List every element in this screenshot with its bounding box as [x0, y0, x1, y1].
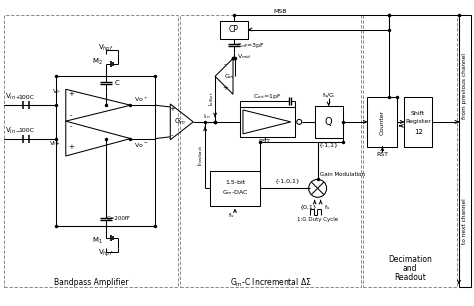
- Text: {0,1}: {0,1}: [299, 205, 317, 210]
- Text: Readout: Readout: [394, 273, 426, 282]
- Bar: [364, 15, 457, 287]
- Text: Gain Modulation: Gain Modulation: [319, 172, 365, 177]
- Text: +: +: [169, 106, 175, 112]
- Text: Register: Register: [405, 119, 431, 125]
- Text: f$_s$: f$_s$: [324, 203, 331, 212]
- Text: MSB: MSB: [273, 9, 287, 14]
- Text: G$_m$-DAC: G$_m$-DAC: [222, 188, 248, 197]
- Text: V$_{hpf}$: V$_{hpf}$: [98, 43, 113, 54]
- Text: Vi-: Vi-: [53, 89, 61, 94]
- Text: I$_{feedback}$: I$_{feedback}$: [196, 144, 205, 166]
- Text: V$_{mid}$: V$_{mid}$: [237, 52, 251, 61]
- Text: 100C: 100C: [18, 95, 34, 100]
- Text: Vi+: Vi+: [50, 140, 61, 146]
- Text: Shift: Shift: [411, 111, 425, 116]
- Text: +: +: [68, 144, 73, 150]
- Text: Q: Q: [325, 117, 332, 127]
- Text: C$_{int}$=1pF: C$_{int}$=1pF: [253, 91, 281, 100]
- Bar: [210, 171, 260, 206]
- Text: V$_{in-}$: V$_{in-}$: [5, 125, 21, 136]
- Text: CP: CP: [229, 25, 239, 34]
- Text: Bandpass Amplifier: Bandpass Amplifier: [55, 278, 129, 287]
- Bar: [240, 107, 295, 137]
- Text: C: C: [114, 80, 119, 86]
- Text: -: -: [171, 132, 173, 138]
- Bar: [315, 106, 343, 138]
- Text: -: -: [224, 62, 226, 67]
- Text: +: +: [68, 91, 73, 97]
- Text: -: -: [70, 123, 72, 129]
- Text: V$_{hpf}$: V$_{hpf}$: [98, 248, 113, 259]
- Text: RST: RST: [259, 139, 271, 144]
- Text: Decimation: Decimation: [388, 255, 432, 264]
- Text: {-1,1}: {-1,1}: [319, 142, 338, 147]
- Text: 1.5-bit: 1.5-bit: [225, 180, 245, 185]
- Text: M$_1$: M$_1$: [92, 236, 103, 246]
- Text: Vo$^-$: Vo$^-$: [134, 141, 148, 149]
- Text: +: +: [222, 85, 228, 91]
- Text: f$_s$/G: f$_s$/G: [322, 91, 335, 100]
- Text: to next channel: to next channel: [463, 198, 467, 244]
- Text: RST: RST: [376, 152, 388, 157]
- Text: M$_2$: M$_2$: [92, 56, 103, 66]
- Bar: [220, 21, 248, 39]
- Text: from previous channel: from previous channel: [463, 53, 467, 119]
- Text: 12: 12: [414, 129, 423, 135]
- Text: C=200fF: C=200fF: [107, 216, 130, 221]
- Text: G$_m$-C Incremental $\Delta\Sigma$: G$_m$-C Incremental $\Delta\Sigma$: [230, 276, 312, 289]
- Text: I$_{offset}$: I$_{offset}$: [207, 92, 216, 106]
- Bar: [56, 76, 155, 226]
- Text: and: and: [403, 264, 418, 273]
- Bar: [180, 15, 362, 287]
- Text: f$_s$: f$_s$: [228, 211, 234, 220]
- Text: G$_m$: G$_m$: [174, 117, 186, 127]
- Bar: [367, 97, 397, 147]
- Text: -: -: [70, 112, 72, 118]
- Text: Vo$^+$: Vo$^+$: [134, 95, 148, 104]
- Bar: [459, 15, 471, 287]
- Text: 100C: 100C: [18, 128, 34, 133]
- Text: {-1,0,1}: {-1,0,1}: [274, 178, 300, 183]
- Bar: [4, 15, 178, 287]
- Text: Counter: Counter: [380, 109, 385, 135]
- Text: I$_{in}$: I$_{in}$: [203, 113, 211, 121]
- Text: 1:G Duty Cycle: 1:G Duty Cycle: [297, 217, 338, 222]
- Bar: [404, 97, 432, 147]
- Text: C$_{off}$=3pF: C$_{off}$=3pF: [236, 41, 264, 50]
- Text: V$_{in+}$: V$_{in+}$: [5, 92, 21, 102]
- Text: G$_m$: G$_m$: [224, 72, 235, 81]
